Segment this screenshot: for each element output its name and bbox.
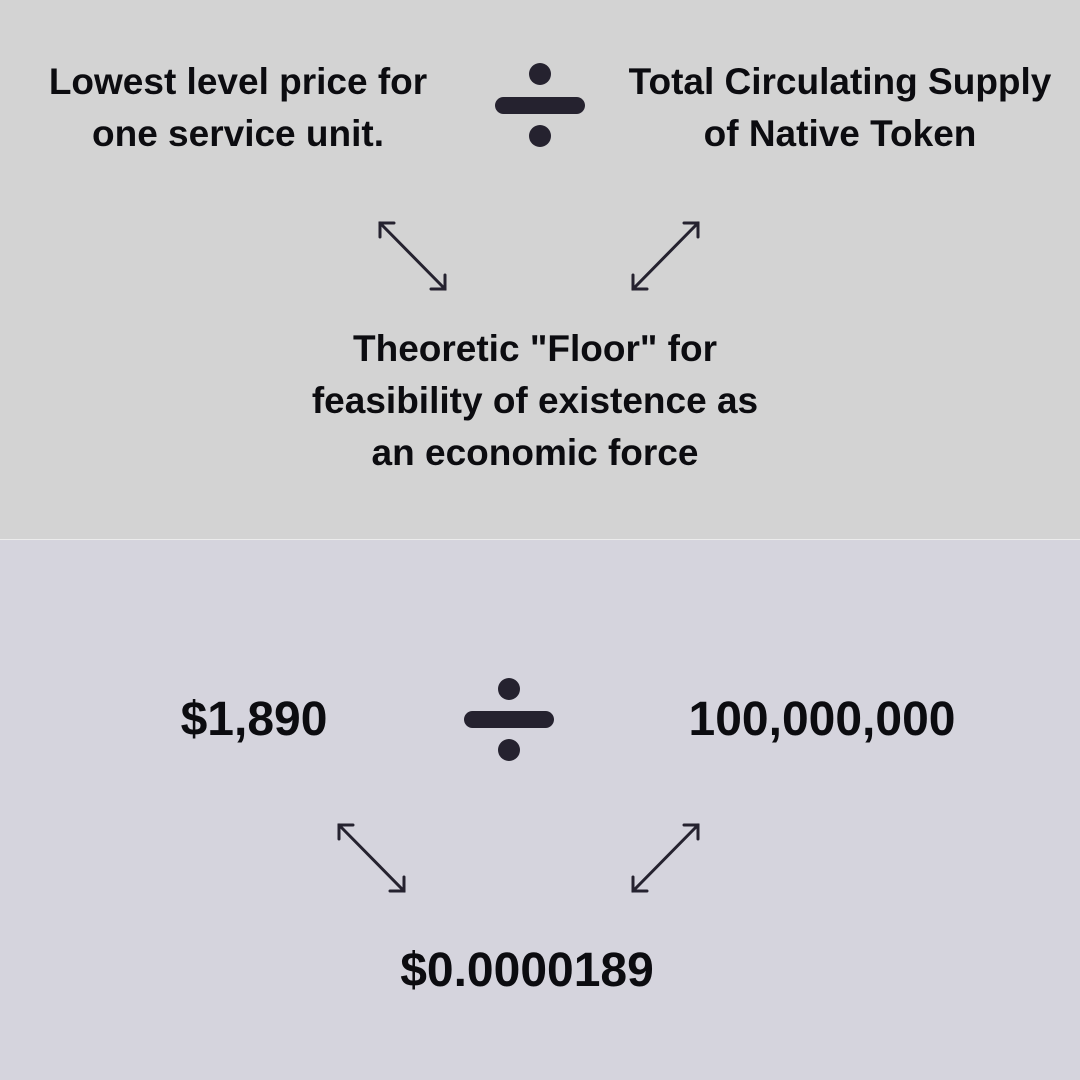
example-dividend-value: $1,890 — [180, 693, 328, 746]
division-icon — [495, 63, 585, 147]
division-icon — [464, 678, 554, 761]
example-divisor-value: 100,000,000 — [688, 693, 956, 746]
formula-result-label: Theoretic "Floor" for feasibility of exi… — [311, 328, 759, 473]
formula-dividend-label: Lowest level price for one service unit. — [48, 61, 428, 154]
double-headed-diagonal-arrow-icon — [631, 823, 700, 893]
example-panel — [0, 540, 1080, 1080]
formula-panel — [0, 0, 1080, 539]
formula-divisor-label: Total Circulating Supply of Native Token — [628, 61, 1052, 154]
double-headed-diagonal-arrow-icon — [337, 823, 406, 893]
example-result-value: $0.0000189 — [400, 944, 654, 997]
double-headed-diagonal-arrow-icon — [631, 221, 700, 291]
double-headed-diagonal-arrow-icon — [378, 221, 447, 291]
panel-divider — [0, 539, 1080, 540]
